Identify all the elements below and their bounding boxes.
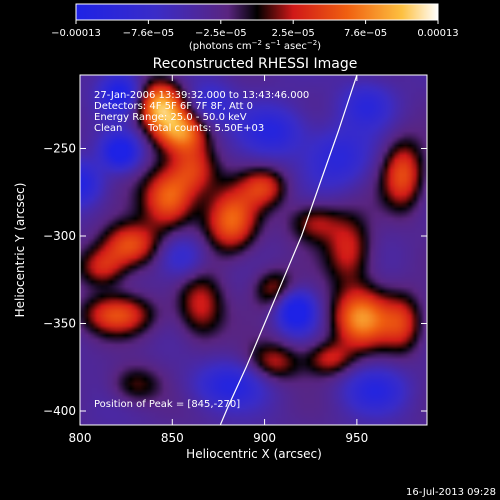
colorbar-tick-label: −0.00013 [51, 28, 101, 39]
annotation-energy: Energy Range: 25.0 - 50.0 keV [94, 112, 247, 123]
annotation-detectors: Detectors: 4F 5F 6F 7F 8F, Att 0 [94, 101, 253, 112]
colorbar-unit-label: (photons cm−2 s−1 asec−2) [189, 39, 321, 52]
y-tick-label: −300 [43, 229, 76, 243]
y-tick-label: −350 [43, 317, 76, 331]
annotation-time-range: 27-Jan-2006 13:39:32.000 to 13:43:46.000 [94, 90, 309, 101]
y-tick-label: −400 [43, 404, 76, 418]
y-axis-label: Heliocentric Y (arcsec) [13, 183, 27, 318]
colorbar-tick-label: 2.5e−05 [272, 28, 315, 39]
annotation-total-counts: Total counts: 5.50E+03 [147, 123, 264, 134]
x-tick-label: 900 [253, 431, 276, 445]
annotation-peak: Position of Peak = [845,-270] [94, 399, 240, 410]
heatmap-image [80, 75, 427, 425]
chart-title: Reconstructed RHESSI Image [153, 56, 358, 72]
footer-timestamp: 16-Jul-2013 09:28 [406, 487, 496, 498]
x-axis-ticks: 800 850 900 950 [69, 75, 368, 445]
x-tick-label: 800 [69, 431, 92, 445]
colorbar-ticks: −0.00013 −7.6e−05 −2.5e−05 2.5e−05 7.6e−05 0.… [51, 20, 459, 39]
x-axis-label: Heliocentric X (arcsec) [186, 447, 322, 461]
colorbar-tick-label: 7.6e−05 [344, 28, 387, 39]
y-tick-label: −250 [43, 142, 76, 156]
colorbar [75, 3, 439, 21]
y-axis-ticks: −400 −350 −300 −250 [43, 142, 427, 418]
x-tick-label: 850 [161, 431, 184, 445]
colorbar-tick-label: −2.5e−05 [195, 28, 247, 39]
annotations: 27-Jan-2006 13:39:32.000 to 13:43:46.000… [94, 90, 309, 410]
annotation-method: Clean [94, 123, 122, 134]
plot-frame [79, 74, 428, 426]
colorbar-tick-label: −7.6e−05 [123, 28, 175, 39]
solar-limb-curve [219, 75, 358, 425]
colorbar-tick-label: 0.00013 [417, 28, 458, 39]
x-tick-label: 950 [345, 431, 368, 445]
